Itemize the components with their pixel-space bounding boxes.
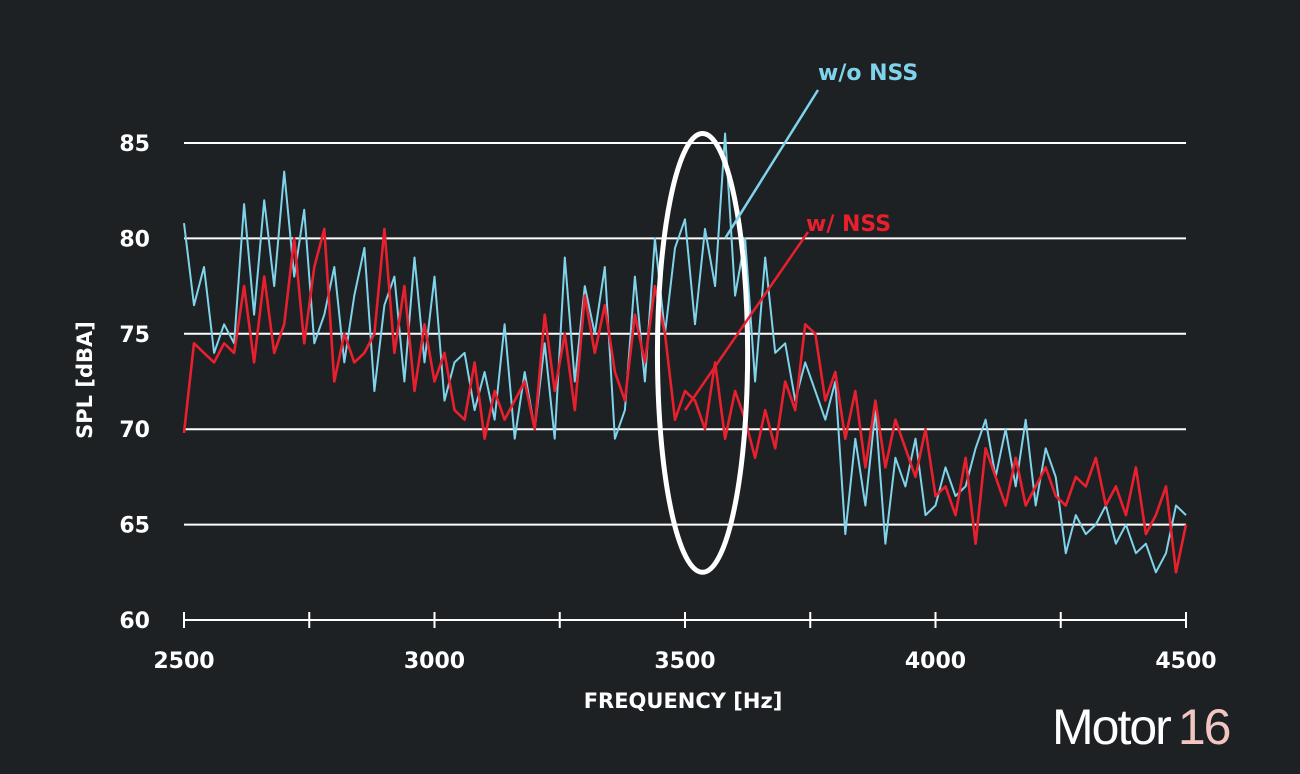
y-tick-label: 60 bbox=[119, 609, 150, 634]
annotation-leader bbox=[683, 231, 810, 411]
annotation-label: w/ NSS bbox=[806, 212, 891, 237]
brand-number: 16 bbox=[1178, 699, 1230, 755]
y-tick-labels: 60 65 70 75 80 85 bbox=[119, 132, 150, 634]
grid-lines bbox=[184, 142, 1186, 526]
y-tick-label: 75 bbox=[119, 323, 150, 348]
y-axis-label: SPL [dBA] bbox=[73, 321, 97, 439]
annotation-label: w/o NSS bbox=[818, 61, 918, 86]
series-line-with-nss bbox=[182, 227, 1188, 574]
x-tick-label: 4500 bbox=[1155, 649, 1216, 674]
annotation-leader bbox=[724, 89, 820, 240]
y-tick-label: 80 bbox=[119, 227, 150, 252]
y-tick-label: 65 bbox=[119, 514, 150, 539]
x-axis-label: FREQUENCY [Hz] bbox=[584, 689, 783, 713]
series-lines bbox=[182, 132, 1188, 574]
series-line-without-nss bbox=[183, 132, 1187, 574]
highlight-oval bbox=[654, 130, 751, 575]
y-tick-label: 85 bbox=[119, 132, 150, 157]
highlight-ellipse bbox=[654, 130, 751, 575]
x-tick-label: 4000 bbox=[905, 649, 966, 674]
brand-logo: Motor 16 bbox=[1052, 699, 1232, 755]
x-tick-label: 3500 bbox=[654, 649, 715, 674]
x-tick-labels: 2500 3000 3500 4000 4500 bbox=[153, 649, 1216, 674]
annotations: w/o NSS w/ NSS bbox=[683, 61, 918, 411]
x-tick-label: 3000 bbox=[404, 649, 465, 674]
y-tick-label: 70 bbox=[119, 418, 150, 443]
x-tick-label: 2500 bbox=[153, 649, 214, 674]
x-axis bbox=[183, 612, 1187, 628]
brand-word: Motor bbox=[1052, 699, 1171, 755]
